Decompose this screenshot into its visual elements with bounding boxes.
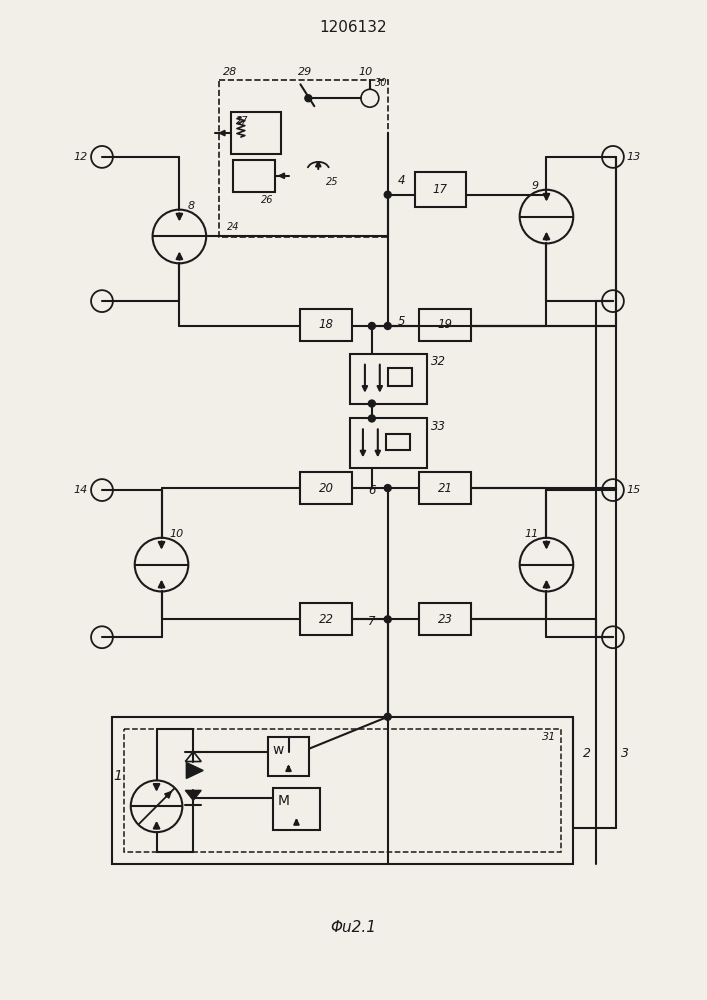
Bar — [268, 737, 310, 776]
Circle shape — [305, 95, 312, 102]
Text: 10: 10 — [358, 67, 372, 77]
Circle shape — [135, 538, 188, 591]
Bar — [219, 80, 387, 237]
Text: 23: 23 — [438, 613, 452, 626]
Text: 8: 8 — [187, 201, 194, 211]
Text: 17: 17 — [433, 183, 448, 196]
Text: 4: 4 — [397, 174, 405, 187]
Text: 28: 28 — [223, 67, 238, 77]
Bar — [124, 729, 561, 852]
Bar — [300, 472, 352, 504]
Text: 18: 18 — [319, 318, 334, 331]
Bar — [419, 309, 471, 341]
Circle shape — [361, 89, 379, 107]
Text: 33: 33 — [431, 420, 446, 433]
Bar — [112, 717, 573, 864]
Text: 2: 2 — [583, 747, 591, 760]
Text: 31: 31 — [542, 732, 556, 742]
Bar — [419, 472, 471, 504]
Text: 19: 19 — [438, 318, 452, 331]
Polygon shape — [185, 752, 201, 762]
Bar — [350, 354, 428, 404]
Text: 14: 14 — [74, 485, 88, 495]
Bar — [350, 418, 428, 468]
Text: Φu2.1: Φu2.1 — [330, 920, 376, 935]
Polygon shape — [185, 790, 201, 800]
Circle shape — [520, 538, 573, 591]
Text: 10: 10 — [170, 529, 184, 539]
Bar — [300, 603, 352, 635]
Text: 24: 24 — [227, 222, 240, 232]
Text: 22: 22 — [319, 613, 334, 626]
Circle shape — [385, 191, 391, 198]
Bar — [414, 172, 466, 207]
Bar — [300, 309, 352, 341]
Text: 21: 21 — [438, 482, 452, 495]
Circle shape — [91, 146, 113, 168]
Bar — [233, 160, 274, 192]
Text: 20: 20 — [319, 482, 334, 495]
Circle shape — [385, 485, 391, 492]
Circle shape — [368, 322, 375, 329]
Text: 1206132: 1206132 — [319, 20, 387, 35]
Text: 32: 32 — [431, 355, 446, 368]
Text: M: M — [278, 794, 290, 808]
Text: 11: 11 — [525, 529, 539, 539]
Circle shape — [153, 210, 206, 263]
Bar — [419, 603, 471, 635]
Text: 6: 6 — [368, 484, 376, 497]
Text: 15: 15 — [627, 485, 641, 495]
Circle shape — [602, 290, 624, 312]
Text: 3: 3 — [621, 747, 629, 760]
Circle shape — [91, 479, 113, 501]
Circle shape — [91, 626, 113, 648]
Text: 27: 27 — [236, 116, 248, 126]
Circle shape — [368, 415, 375, 422]
Text: 1: 1 — [113, 769, 122, 783]
Circle shape — [368, 400, 375, 407]
Text: 9: 9 — [532, 181, 539, 191]
Polygon shape — [187, 763, 203, 778]
Circle shape — [91, 290, 113, 312]
Circle shape — [131, 780, 182, 832]
Bar — [273, 788, 320, 830]
Text: 26: 26 — [261, 195, 273, 205]
Text: 25: 25 — [326, 177, 339, 187]
Text: 7: 7 — [368, 615, 376, 628]
Text: 30: 30 — [375, 78, 387, 88]
Text: 29: 29 — [298, 67, 312, 77]
Circle shape — [385, 616, 391, 623]
Circle shape — [602, 146, 624, 168]
Bar — [387, 368, 411, 386]
Bar — [231, 112, 281, 154]
Text: 5: 5 — [397, 315, 405, 328]
Circle shape — [602, 479, 624, 501]
Text: w: w — [273, 743, 284, 757]
Circle shape — [602, 626, 624, 648]
Text: 13: 13 — [627, 152, 641, 162]
Bar — [386, 434, 409, 450]
Text: 12: 12 — [74, 152, 88, 162]
Circle shape — [385, 713, 391, 720]
Circle shape — [520, 190, 573, 243]
Circle shape — [385, 322, 391, 329]
